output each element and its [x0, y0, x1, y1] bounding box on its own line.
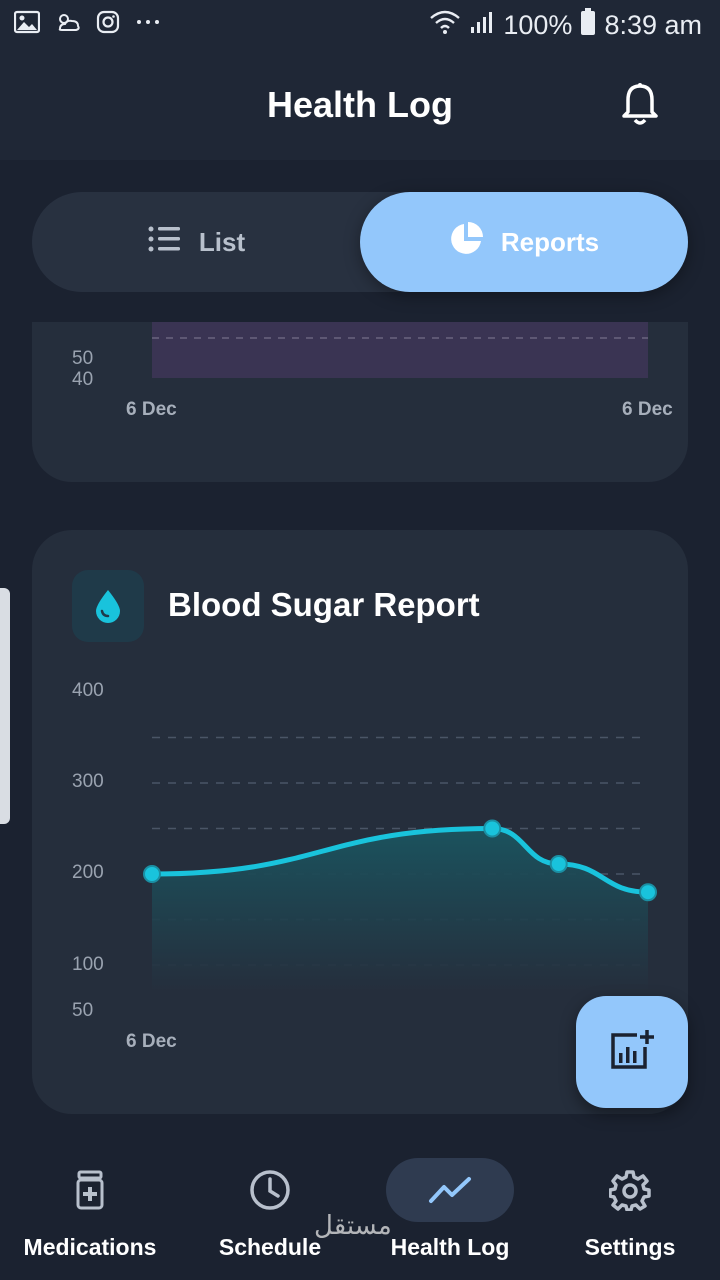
- add-report-button[interactable]: [576, 996, 688, 1108]
- clock-time: 8:39 am: [604, 10, 702, 40]
- x-tick-label: 6 Dec: [126, 1031, 177, 1052]
- blood-sugar-title: Blood Sugar Report: [168, 586, 480, 623]
- more-dots-icon: [134, 10, 162, 34]
- battery-percent: 100%: [503, 10, 573, 40]
- blood-sugar-chart: [143, 736, 657, 993]
- wifi-icon: [429, 9, 461, 42]
- y-tick-label: 400: [72, 680, 104, 701]
- top-y-tick: 40: [72, 369, 94, 390]
- pill-bottle-icon: [75, 1168, 105, 1212]
- add-chart-icon: [609, 1029, 655, 1076]
- top-chart-area: [152, 322, 648, 378]
- top-y-tick: 50: [72, 348, 94, 369]
- drop-icon: [72, 570, 144, 642]
- nav-label: Medications: [23, 1234, 157, 1260]
- app-header: Health Log: [0, 52, 720, 160]
- clock-icon: [249, 1168, 291, 1212]
- top-report-card: 50 40 6 Dec 6 Dec: [32, 322, 688, 482]
- nav-label: Health Log: [390, 1234, 510, 1260]
- nav-medications[interactable]: Medications: [0, 1140, 180, 1280]
- data-point[interactable]: [483, 819, 502, 838]
- view-toggle: List Reports: [32, 192, 688, 292]
- edge-panel-handle[interactable]: [0, 588, 10, 824]
- gallery-icon: [14, 10, 40, 34]
- y-tick-label: 200: [72, 862, 104, 883]
- bottom-navigation: Medications Schedule Health Log Settings: [0, 1140, 720, 1280]
- top-x-label-end: 6 Dec: [622, 399, 673, 420]
- top-chart-plot: [152, 322, 648, 378]
- y-tick-label: 300: [72, 771, 104, 792]
- blood-sugar-area: [152, 828, 648, 993]
- tab-list-label: List: [198, 226, 246, 257]
- nav-health-log[interactable]: Health Log: [360, 1140, 540, 1280]
- tab-reports-label: Reports: [500, 226, 600, 257]
- nav-label: Schedule: [218, 1234, 322, 1260]
- battery-icon: [580, 8, 596, 43]
- page-title: Health Log: [267, 84, 453, 125]
- tab-list[interactable]: List: [32, 192, 360, 292]
- y-tick-label: 100: [72, 954, 104, 975]
- data-point[interactable]: [143, 865, 161, 883]
- gear-icon: [609, 1168, 651, 1212]
- watermark-logo: مستقل: [314, 1210, 392, 1240]
- signal-icon: [469, 9, 495, 42]
- nav-settings[interactable]: Settings: [540, 1140, 720, 1280]
- weather-icon: [54, 10, 82, 34]
- list-icon: [147, 225, 181, 260]
- notification-bell-icon[interactable]: [620, 82, 660, 126]
- status-bar: 100% 8:39 am: [0, 0, 720, 52]
- y-tick-label: 50: [72, 1000, 94, 1021]
- tab-reports[interactable]: Reports: [360, 192, 688, 292]
- nav-label: Settings: [584, 1234, 676, 1260]
- data-point[interactable]: [549, 854, 568, 873]
- trend-line-icon: [428, 1168, 472, 1212]
- data-point[interactable]: [639, 883, 657, 902]
- instagram-icon: [96, 10, 120, 34]
- top-x-label-start: 6 Dec: [126, 399, 177, 420]
- pie-chart-icon: [449, 221, 483, 263]
- active-tab-indicator: [386, 1158, 514, 1222]
- nav-schedule[interactable]: Schedule: [180, 1140, 360, 1280]
